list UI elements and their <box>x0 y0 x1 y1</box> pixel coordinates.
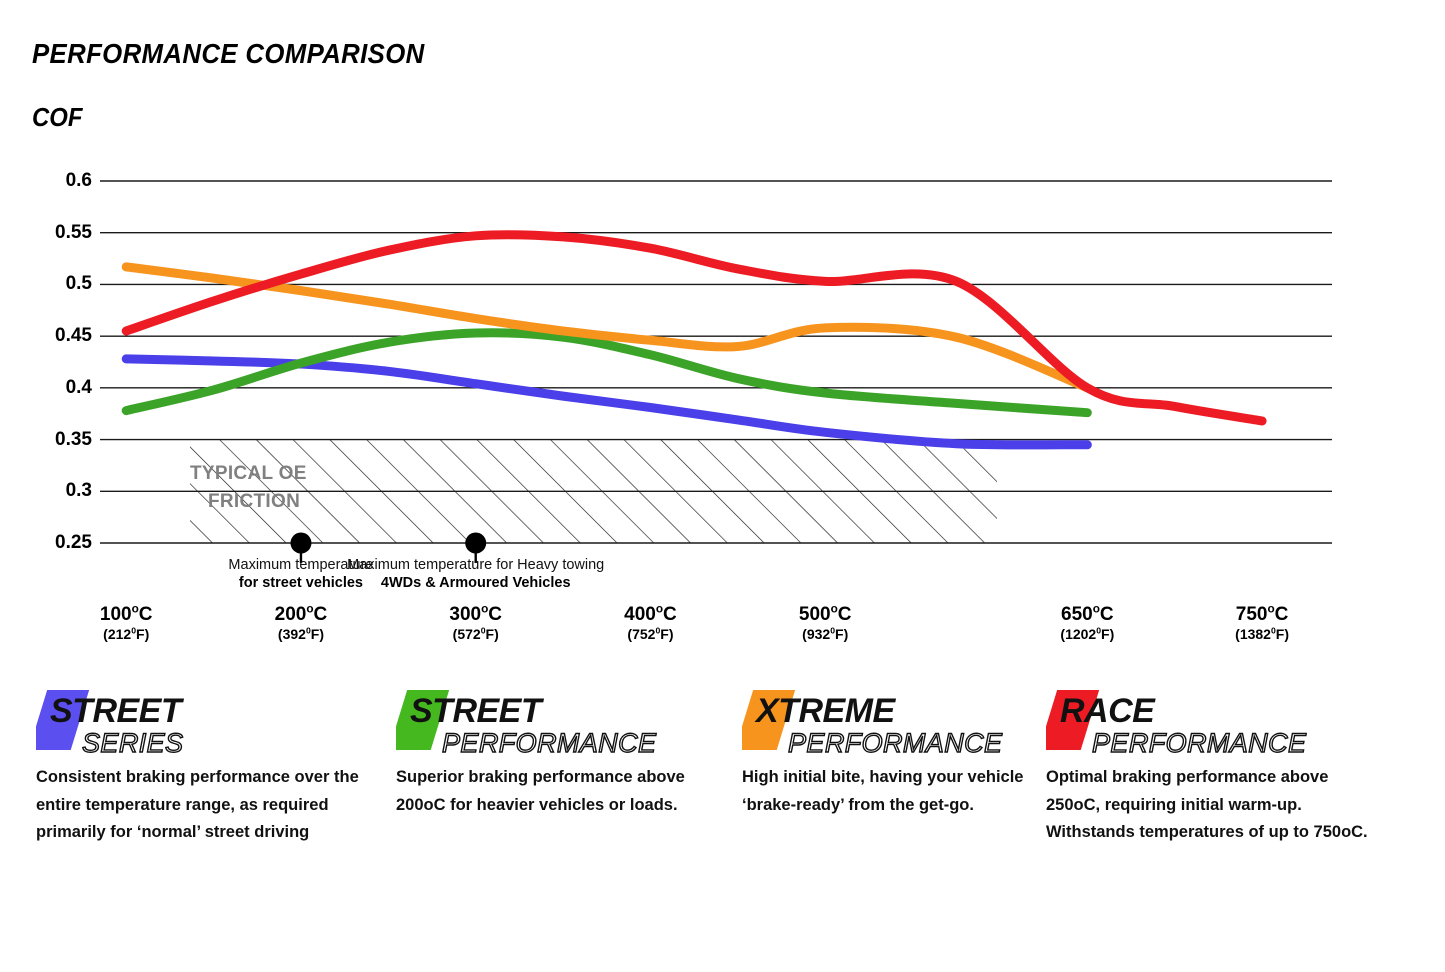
y-tick-label: 0.45 <box>55 325 92 347</box>
series-lines <box>121 230 1267 450</box>
marker-annotation-line1: Maximum temperature <box>228 557 374 573</box>
x-tick-label: 650oC (12020F) <box>1060 602 1115 643</box>
page-title: PERFORMANCE COMPARISON <box>32 38 425 69</box>
product-logo: RACE PERFORMANCE <box>1046 684 1376 758</box>
logo-bottom-text: SERIES <box>82 728 183 758</box>
x-tick-fahrenheit: (2120F) <box>103 625 150 642</box>
x-tick-celsius: 500oC <box>798 602 852 625</box>
x-tick-fahrenheit: (13820F) <box>1235 625 1290 642</box>
logo-bottom-text: PERFORMANCE <box>788 728 1003 758</box>
oe-label-line2: FRICTION <box>208 490 301 512</box>
marker-annotation: Maximum temperature for street vehicles <box>228 556 373 592</box>
product-description: Optimal braking performance above 250oC,… <box>1046 768 1368 842</box>
legend-item-street-performance[interactable]: STREET PERFORMANCE Superior braking perfor… <box>396 684 726 819</box>
x-tick-fahrenheit: (9320F) <box>802 625 849 642</box>
logo-badge <box>36 690 90 750</box>
product-description: High initial bite, having your vehicle ‘… <box>742 768 1024 814</box>
y-tick-label: 0.55 <box>55 221 92 243</box>
logo-top-text: RACE <box>1060 692 1156 730</box>
product-description: Consistent braking performance over the … <box>36 768 359 842</box>
y-axis-title: COF <box>32 102 83 132</box>
oe-label-line1: TYPICAL OE <box>190 463 307 484</box>
x-tick-celsius: 300oC <box>449 602 503 625</box>
x-tick-fahrenheit: (7520F) <box>627 625 674 642</box>
logo-badge <box>396 690 450 750</box>
y-tick-label: 0.3 <box>65 480 92 502</box>
typical-oe-friction-band <box>190 439 997 543</box>
x-tick-fahrenheit: (12020F) <box>1060 625 1115 642</box>
y-tick-label: 0.25 <box>55 532 92 553</box>
legend-item-race-performance[interactable]: RACE PERFORMANCE Optimal braking performan… <box>1046 684 1376 847</box>
chart-svg <box>100 180 1332 563</box>
x-tick-label: 750oC (13820F) <box>1235 602 1290 643</box>
marker-annotation-line2: for street vehicles <box>238 575 364 592</box>
y-tick-label: 0.5 <box>65 273 92 295</box>
x-tick-label: 400oC (7520F) <box>624 602 677 643</box>
product-logo: STREET PERFORMANCE <box>396 684 726 758</box>
logo-top-text: STREET <box>50 692 185 730</box>
logo-bottom-text: PERFORMANCE <box>442 728 657 758</box>
x-tick-label: 500oC (9320F) <box>798 602 852 643</box>
product-legend: STREET SERIES Consistent braking performan… <box>0 684 1445 954</box>
chart-plot-area: 0.6 0.55 0.5 0.45 0.4 0.35 0.3 0.25 100oC (2120F… <box>20 0 1332 643</box>
legend-item-xtreme-performance[interactable]: XTREME PERFORMANCE High initial bite, havi… <box>742 684 1027 819</box>
logo-top-text: STREET <box>410 692 545 730</box>
typical-oe-friction-label: TYPICAL OE FRICTION <box>190 460 307 515</box>
x-tick-celsius: 650oC <box>1061 602 1114 625</box>
product-description: Superior braking performance above 200oC… <box>396 768 685 814</box>
x-tick-celsius: 750oC <box>1235 602 1289 625</box>
x-tick-label: 100oC (2120F) <box>99 602 153 643</box>
marker-annotation-line1: Maximum temperature for Heavy towing <box>347 557 605 573</box>
product-logo: XTREME PERFORMANCE <box>742 684 1027 758</box>
logo-badge <box>1046 690 1100 750</box>
x-tick-celsius: 200oC <box>274 602 328 625</box>
marker-annotation-line2: 4WDs & Armoured Vehicles <box>380 575 571 592</box>
logo-badge <box>742 690 796 750</box>
y-tick-label: 0.35 <box>55 428 92 450</box>
marker-annotation: Maximum temperature for Heavy towing 4WDs… <box>347 556 604 592</box>
x-tick-celsius: 100oC <box>99 602 153 625</box>
x-tick-celsius: 400oC <box>624 602 677 625</box>
logo-top-text: XTREME <box>754 692 897 730</box>
legend-item-street-series[interactable]: STREET SERIES Consistent braking performan… <box>36 684 376 847</box>
y-axis-ticks: 0.6 0.55 0.5 0.45 0.4 0.35 0.3 0.25 <box>20 0 92 600</box>
x-tick-fahrenheit: (5720F) <box>452 625 499 642</box>
logo-bottom-text: PERFORMANCE <box>1092 728 1307 758</box>
x-tick-label: 200oC (3920F) <box>274 602 328 643</box>
temperature-markers <box>290 532 487 563</box>
y-tick-label: 0.6 <box>65 170 92 191</box>
x-tick-fahrenheit: (3920F) <box>277 625 324 642</box>
x-tick-label: 300oC (5720F) <box>449 602 503 643</box>
y-tick-label: 0.4 <box>65 376 92 398</box>
product-logo: STREET SERIES <box>36 684 376 758</box>
